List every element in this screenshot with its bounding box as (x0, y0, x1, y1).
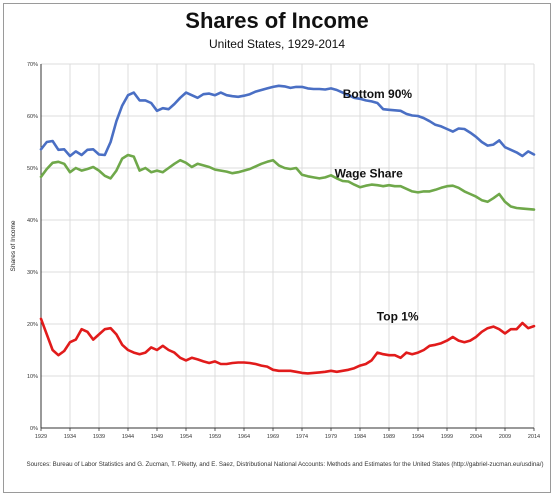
series-line-top1 (39, 317, 536, 375)
x-tick-label: 1964 (238, 434, 250, 440)
chart-frame (3, 3, 551, 493)
y-tick-label: 30% (27, 270, 38, 276)
y-tick-label: 40% (27, 218, 38, 224)
x-tick-label: 1979 (325, 434, 337, 440)
source-note: Sources: Bureau of Labor Statistics and … (26, 461, 544, 468)
chart-title: Shares of Income (185, 8, 369, 33)
series-line-bottom90 (39, 84, 536, 158)
y-tick-label: 70% (27, 62, 38, 68)
x-tick-label: 2004 (470, 434, 482, 440)
x-tick-label: 1944 (122, 434, 134, 440)
x-tick-label: 1969 (267, 434, 279, 440)
x-tick-label: 1934 (64, 434, 76, 440)
series-label-wage: Wage Share (335, 166, 404, 180)
x-tick-label: 1999 (441, 434, 453, 440)
x-tick-label: 1984 (354, 434, 366, 440)
y-tick-label: 0% (30, 426, 38, 432)
x-tick-label: 1974 (296, 434, 308, 440)
x-tick-label: 2009 (499, 434, 511, 440)
x-tick-label: 2014 (528, 434, 540, 440)
y-tick-label: 50% (27, 166, 38, 172)
series-line-wage (39, 153, 536, 211)
x-tick-label: 1949 (151, 434, 163, 440)
y-axis-label: Shares of Income (10, 220, 17, 271)
x-tick-label: 1939 (93, 434, 105, 440)
series-label-bottom90: Bottom 90% (343, 87, 413, 101)
x-tick-label: 1994 (412, 434, 424, 440)
y-tick-label: 20% (27, 322, 38, 328)
y-tick-label: 60% (27, 114, 38, 120)
chart-subtitle: United States, 1929-2014 (208, 37, 346, 51)
x-tick-label: 1929 (35, 434, 47, 440)
x-tick-label: 1959 (209, 434, 221, 440)
y-tick-label: 10% (27, 374, 38, 380)
x-tick-label: 1954 (180, 434, 192, 440)
series-label-top1: Top 1% (377, 309, 419, 323)
x-tick-label: 1989 (383, 434, 395, 440)
